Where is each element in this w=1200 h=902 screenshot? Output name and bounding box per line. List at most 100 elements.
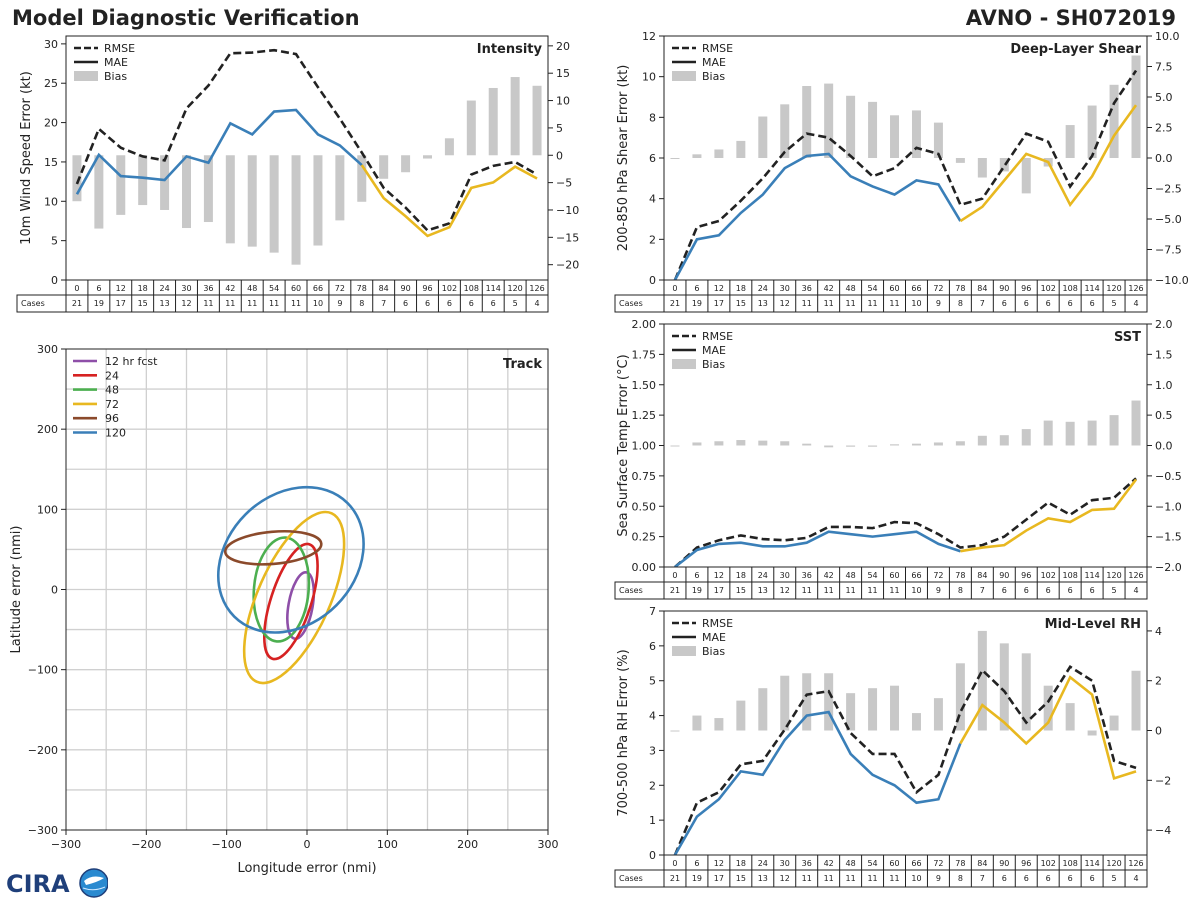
sst-case-cell: 10 [911, 586, 921, 595]
intensity-ytick-label: 25 [44, 77, 58, 90]
rh-case-cell: 9 [936, 874, 941, 883]
intensity-case-cell: 10 [313, 299, 323, 308]
rh-ytick-label: 7 [649, 605, 656, 618]
rh-hour-cell: 84 [977, 859, 987, 868]
rh-hour-cell: 0 [672, 859, 677, 868]
intensity-bias-bar [269, 155, 279, 253]
sst-bias-bar [824, 445, 834, 448]
shear-ylabel: 200-850 hPa Shear Error (kt) [616, 65, 631, 252]
shear-case-cell: 11 [846, 299, 856, 308]
rh-case-cell: 21 [670, 874, 680, 883]
intensity-legend-mae: MAE [104, 56, 128, 69]
shear-legend-bias: Bias [702, 70, 725, 83]
intensity-y2tick-label: −15 [556, 231, 579, 244]
globe-logo-icon [79, 868, 109, 898]
shear-hour-cell: 66 [911, 284, 921, 293]
intensity-case-cell: 11 [203, 299, 213, 308]
intensity-case-cell: 6 [447, 299, 452, 308]
shear-hour-cell: 0 [672, 284, 677, 293]
track-legend-label: 48 [105, 384, 119, 397]
intensity-case-cell: 7 [381, 299, 386, 308]
rh-bias-bar [933, 698, 943, 731]
intensity-case-cell: 19 [94, 299, 104, 308]
intensity-ylabel: 10m Wind Speed Error (kt) [19, 71, 34, 245]
shear-hour-cell: 18 [736, 284, 746, 293]
rh-case-cell: 6 [1024, 874, 1029, 883]
shear-case-cell: 4 [1133, 299, 1138, 308]
rh-bias-bar [1021, 653, 1031, 731]
sst-ytick-label: 0.25 [632, 531, 657, 544]
intensity-hour-cell: 12 [116, 284, 126, 293]
rh-bias-bar [692, 715, 702, 731]
rh-mae-late-line [959, 675, 1137, 780]
rh-case-cell: 11 [867, 874, 877, 883]
sst-y2tick-label: 0.5 [1155, 409, 1173, 422]
page-title: Model Diagnostic Verification [12, 6, 360, 30]
intensity-case-cell: 9 [337, 299, 342, 308]
rh-bias-bar [1131, 670, 1141, 731]
track-ytick-label: 0 [51, 584, 58, 597]
rh-hour-cell: 24 [758, 859, 768, 868]
intensity-bias-bar [313, 155, 323, 246]
rh-bias-bar [890, 685, 900, 731]
rh-mae-line [673, 710, 962, 856]
shear-legend-mae: MAE [702, 56, 726, 69]
track-panel: −300 −200 −100 0 100 200 300 −300 −200 −100 0 100 20… [9, 343, 559, 876]
rh-hour-cell: 72 [933, 859, 943, 868]
sst-case-cell: 8 [958, 586, 963, 595]
shear-y2tick-label: 10.0 [1155, 30, 1180, 43]
sst-hour-cell: 36 [802, 571, 812, 580]
rh-bias-bar [911, 713, 921, 731]
sst-case-cell: 11 [802, 586, 812, 595]
shear-ytick-label: 10 [642, 71, 656, 84]
intensity-hour-cell: 96 [422, 284, 432, 293]
shear-legend-rmse: RMSE [702, 42, 733, 55]
shear-bias-bar [933, 122, 943, 158]
intensity-mae-late-line [360, 164, 538, 238]
intensity-hour-cell: 66 [313, 284, 323, 293]
shear-case-cell: 13 [758, 299, 768, 308]
sst-panel: 0.00 0.25 0.50 0.75 1.00 1.25 1.50 1.75 2.00 −2.0… [616, 318, 1182, 574]
intensity-ytick-label: 15 [44, 156, 58, 169]
sst-case-cell: 5 [1112, 586, 1117, 595]
shear-bias-bar [868, 101, 878, 158]
intensity-hour-cell: 0 [74, 284, 79, 293]
sst-hour-cell: 42 [824, 571, 834, 580]
rh-case-cell: 12 [780, 874, 790, 883]
sst-hour-cell: 24 [758, 571, 768, 580]
rh-hour-cell: 6 [694, 859, 699, 868]
sst-y2tick-label: −2.0 [1155, 561, 1182, 574]
track-ytick-label: 300 [37, 343, 58, 356]
sst-case-cell: 6 [1002, 586, 1007, 595]
shear-case-cell: 17 [714, 299, 724, 308]
intensity-panel: 0 5 10 15 20 25 30 −20 −15 −10 −5 0 5 10 15 20 10m Wind … [19, 35, 579, 287]
shear-bias-bar [670, 158, 680, 159]
intensity-bias-bar [510, 77, 520, 156]
shear-hour-cell: 78 [955, 284, 965, 293]
shear-case-cell: 6 [1090, 299, 1095, 308]
sst-hour-cell: 96 [1021, 571, 1031, 580]
shear-case-cell: 11 [867, 299, 877, 308]
sst-bias-bar [714, 441, 724, 446]
sst-hour-cell: 54 [867, 571, 877, 580]
rh-hour-cell: 120 [1106, 859, 1121, 868]
track-xtick-label: 300 [538, 838, 559, 851]
shear-hour-cell: 72 [933, 284, 943, 293]
shear-ytick-label: 8 [649, 111, 656, 124]
rh-case-cell: 17 [714, 874, 724, 883]
shear-hour-cell: 96 [1021, 284, 1031, 293]
intensity-case-cell: 11 [225, 299, 235, 308]
intensity-bias-bar [182, 155, 191, 229]
intensity-y2tick-label: 5 [556, 122, 563, 135]
sst-bias-bar [1087, 420, 1097, 446]
shear-bias-bar [955, 158, 965, 163]
sst-ytick-label: 0.00 [632, 561, 657, 574]
shear-title: Deep-Layer Shear [1010, 42, 1141, 57]
rh-bias-bar [758, 688, 768, 731]
intensity-hour-cell: 120 [507, 284, 522, 293]
sst-case-cell: 11 [867, 586, 877, 595]
intensity-hour-cell: 24 [159, 284, 169, 293]
rh-hour-cell: 102 [1041, 859, 1056, 868]
intensity-case-cell: 6 [469, 299, 474, 308]
intensity-y2tick-label: 15 [556, 67, 570, 80]
